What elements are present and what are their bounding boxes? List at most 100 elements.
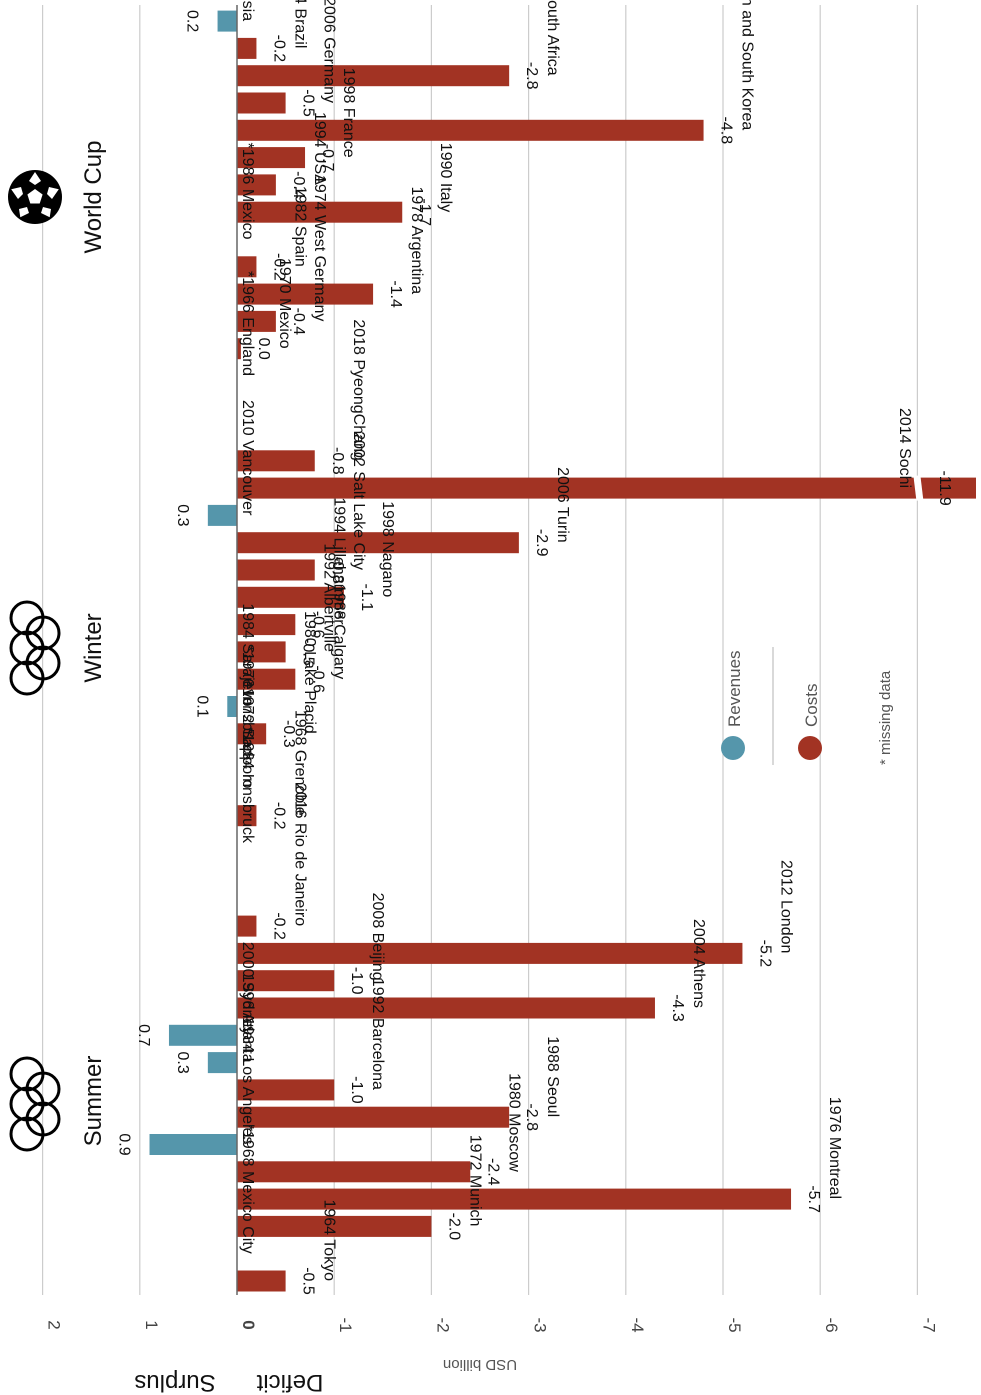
category-label: 2018 PyeongChang	[350, 319, 367, 460]
category-label: 1988 Calgary	[330, 584, 347, 679]
summer-group-header: Summer	[9, 1056, 107, 1152]
value-label: -0.5	[300, 1267, 317, 1295]
olympic-rings-icon	[9, 1056, 61, 1152]
value-label: -2.4	[484, 1158, 501, 1186]
axis-break-mark	[913, 475, 924, 501]
value-label: 0.9	[116, 1133, 133, 1155]
tick-label: -4	[628, 1317, 647, 1332]
category-label: 2004 Athens	[690, 919, 707, 1008]
cost-bar	[237, 1106, 510, 1128]
cost-bar	[237, 723, 267, 745]
cost-bar	[237, 338, 241, 360]
value-label: -0.4	[290, 308, 307, 336]
category-label: 1964 Innsbruck	[239, 734, 256, 844]
revenue-bar	[207, 504, 237, 526]
category-label: 1968 Mexico City	[239, 1131, 256, 1254]
value-label: 0.3	[174, 504, 191, 526]
category-label: 1992 Albertville	[321, 543, 338, 652]
value-label: 0.0	[255, 338, 272, 360]
legend-costs-swatch	[798, 736, 822, 760]
category-label: 2018 Russia	[239, 0, 256, 21]
category-label: 1980 Lake Placid	[301, 611, 318, 734]
revenue-bar	[217, 10, 237, 32]
category-label: 1972 Sapporo	[239, 688, 256, 789]
cost-bar	[237, 1270, 286, 1292]
revenue-bar	[207, 1052, 237, 1074]
cost-bar	[237, 1215, 432, 1237]
category-label: 1992 Barcelona	[369, 978, 386, 1090]
category-label: 1996 Atlanta	[239, 974, 256, 1063]
category-label: 1964 Tokyo	[321, 1199, 338, 1281]
value-label: -11.9	[936, 470, 953, 505]
category-label: 1974 West Germany	[311, 175, 328, 321]
category-label: 2002 Salt Lake City	[350, 431, 367, 570]
category-label: 1998 France	[340, 68, 357, 158]
tick-label: -7	[919, 1317, 938, 1332]
tick-label: -2	[433, 1317, 452, 1332]
category-label: 1984 Sarajevo	[239, 603, 256, 706]
category-label: 2012 London	[777, 860, 794, 953]
value-label: -1.7	[416, 198, 433, 226]
cost-bar	[237, 92, 286, 114]
category-label: 1970 Mexico	[276, 258, 293, 349]
revenue-bar	[149, 1134, 237, 1155]
worldcup-group-title: World Cup	[80, 141, 107, 254]
value-label: 0.1	[193, 695, 210, 717]
missing-marker: *	[239, 682, 256, 688]
bars	[149, 10, 976, 1292]
value-label: -1.0	[348, 1076, 365, 1104]
category-label: 2010 South Africa	[544, 0, 561, 76]
revenue-bar	[168, 1024, 237, 1046]
value-label: -1.1	[358, 584, 375, 612]
category-label: 1976 Montreal	[826, 1097, 843, 1199]
value-label: 0.7	[135, 1024, 152, 1046]
category-label: 2000 Sydney	[239, 942, 256, 1035]
summer-group-title: Summer	[80, 1056, 107, 1147]
value-label: -5.2	[756, 940, 773, 968]
tick-label: 2	[45, 1320, 64, 1329]
winter-group-header: Winter	[9, 600, 107, 696]
category-label: 2014 Sochi	[896, 408, 913, 488]
tick-label: 1	[142, 1320, 161, 1329]
missing-data-note: * missing data	[877, 670, 894, 765]
winter-group-title: Winter	[80, 613, 107, 682]
value-label: -0.8	[329, 447, 346, 475]
value-label: -0.4	[290, 171, 307, 199]
tick-label: 0	[239, 1320, 258, 1329]
category-label: 1990 Italy	[437, 143, 454, 212]
deficit-label: Deficit	[256, 1369, 323, 1395]
category-label: 1988 Seoul	[544, 1036, 561, 1117]
cost-bar	[237, 614, 296, 636]
value-label: -2.9	[533, 529, 550, 557]
cost-bar	[237, 310, 276, 332]
legend-revenues-swatch	[721, 736, 745, 760]
category-label: 2006 Germany	[321, 0, 338, 103]
cost-bar	[237, 283, 374, 305]
category-label: 1994 USA	[311, 112, 328, 185]
surplus-label: Surplus	[134, 1369, 215, 1395]
category-label: 1978 Argentina	[408, 186, 425, 294]
cost-bar	[237, 477, 976, 499]
category-label: 2008 Beijing	[369, 893, 386, 981]
tick-label: -5	[725, 1317, 744, 1332]
value-label: -1.4	[387, 280, 404, 308]
worldcup-group-header: World Cup	[8, 141, 107, 254]
cost-bar	[237, 532, 519, 554]
legend-costs-label: Costs	[802, 684, 821, 727]
value-label: -2.0	[445, 1213, 462, 1241]
cost-bar	[237, 805, 257, 827]
cost-bar	[237, 1079, 335, 1101]
missing-marker: *	[239, 645, 256, 651]
category-label: 2016 Rio de Janeiro	[291, 783, 308, 926]
value-label: -0.5	[300, 89, 317, 117]
tick-label: -6	[822, 1317, 841, 1332]
cost-bar	[237, 668, 296, 690]
cost-bar	[237, 37, 257, 59]
missing-marker: *	[239, 271, 256, 277]
category-label: 1972 Munich	[466, 1135, 483, 1227]
cost-bar	[237, 1188, 792, 1210]
value-label: -4.8	[718, 117, 735, 145]
missing-marker: *	[239, 143, 256, 149]
